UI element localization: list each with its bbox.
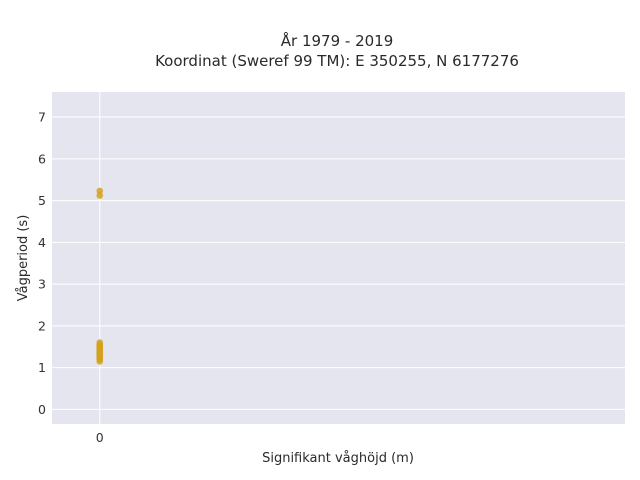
grid-layer <box>52 92 625 424</box>
scatter-point-run <box>96 342 104 362</box>
x-tick-label: 0 <box>96 430 104 445</box>
x-tick-labels: 00,010,020,030,040,05 <box>96 430 104 445</box>
points-layer <box>96 187 104 365</box>
y-tick-label: 7 <box>38 110 46 125</box>
x-axis-label: Signifikant våghöjd (m) <box>262 451 414 466</box>
y-tick-label: 1 <box>38 360 46 375</box>
y-tick-label: 4 <box>38 235 46 250</box>
y-tick-label: 2 <box>38 318 46 333</box>
plot-area <box>52 92 625 424</box>
y-tick-label: 0 <box>38 402 46 417</box>
y-axis-label: Vågperiod (s) <box>16 215 31 302</box>
chart-title: År 1979 - 2019 <box>281 31 394 50</box>
y-tick-labels: 0 1 2 3 4 5 6 7 <box>38 110 46 417</box>
y-tick-label: 6 <box>38 151 46 166</box>
scatter-point <box>96 192 104 199</box>
chart-subtitle: Koordinat (Sweref 99 TM): E 350255, N 61… <box>155 52 519 70</box>
y-tick-label: 3 <box>38 277 46 292</box>
y-tick-label: 5 <box>38 193 46 208</box>
scatter-point <box>96 187 104 195</box>
